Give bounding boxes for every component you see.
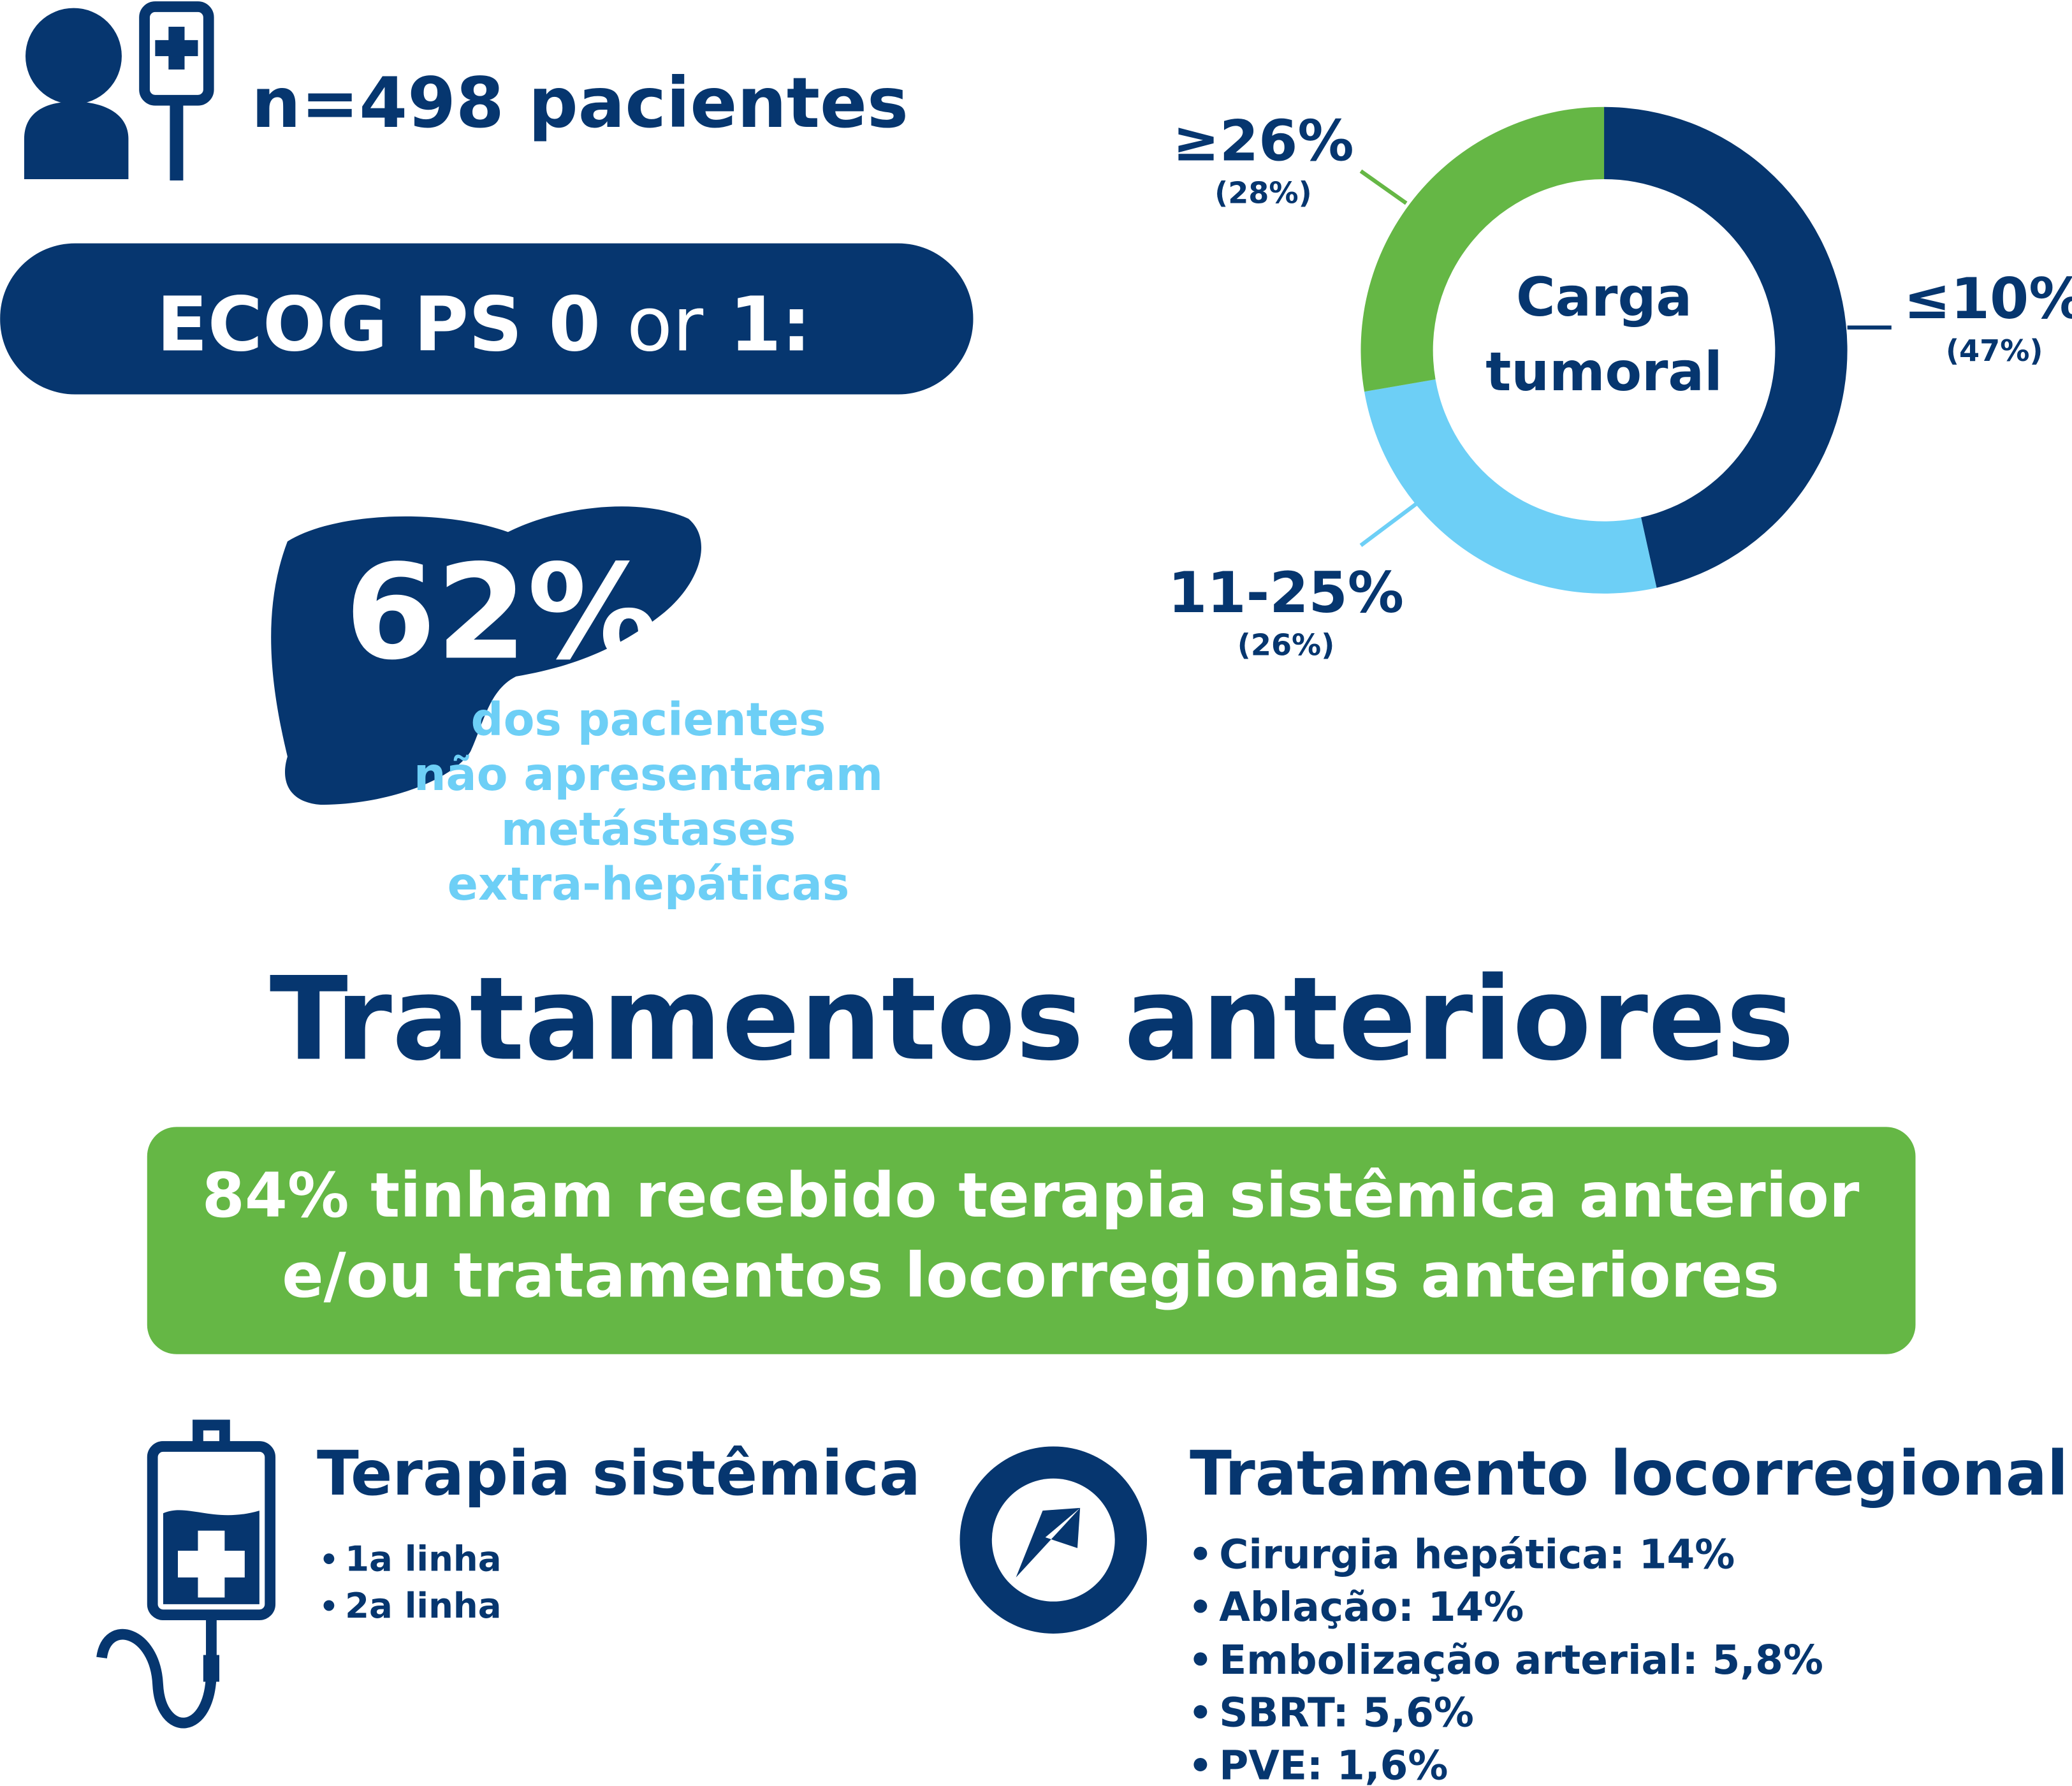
section-title: Tratamentos anteriores [270,952,1795,1086]
list-item: SBRT: 5,6% [1219,1690,1474,1736]
value-label: (47%) [1946,333,2043,368]
patients-count: n=498 pacientes [251,62,908,143]
donut-segment [1364,379,1657,594]
ecog-part: or [627,281,704,368]
caption-line: não apresentaram [414,748,883,801]
leader-line [1359,499,1421,547]
ecog-part: ECOG PS 0 [157,281,601,368]
highlight-line: e/ou tratamentos locorregionais anterior… [282,1240,1779,1312]
caption-line: metástases [501,803,796,856]
caption-line: extra-hepáticas [448,858,850,911]
bullet [1193,1652,1207,1666]
iv-icon [96,1419,276,1729]
donut-center-label: Carga [1516,266,1692,328]
value-label: (26%) [1237,627,1335,662]
systemic-list: 1a linha 2a linha [323,1538,502,1626]
list-item: 2a linha [345,1585,501,1626]
caption-line: dos pacientes [471,693,826,746]
bullet [323,1553,335,1564]
list-item: Embolização arterial: 5,8% [1219,1637,1823,1683]
value-label: (28%) [1215,176,1312,210]
category-label: ≤10% [1904,266,2072,332]
leader-line [1359,169,1408,205]
locoregional-title: Tratamento locorregional [1190,1437,2068,1509]
donut-segment [1361,106,1605,392]
list-item: Cirurgia hepática: 14% [1219,1531,1735,1577]
bullet [1193,1599,1207,1613]
liver-shape [271,506,702,805]
bullet [323,1600,335,1611]
donut-chart: Carga tumoral ≤10%(47%) 11-25%(26%) ≥26%(28%… [1168,106,2072,662]
list-item: Ablação: 14% [1219,1584,1524,1630]
ecog-text: ECOG PS 0 or 1: [157,281,812,368]
category-label: 11-25% [1168,560,1404,626]
donut-center-label: tumoral [1485,340,1722,403]
highlight-text: 84% tinham recebido terapia sistêmica an… [202,1159,1860,1312]
bullet [1193,1757,1207,1771]
ecog-pill [0,243,974,395]
bullet [1193,1705,1207,1719]
donut-segment [1604,106,1848,588]
highlight-line: 84% tinham recebido terapia sistêmica an… [202,1159,1860,1231]
target-arrow [1016,1507,1081,1577]
liver-stat: 62% [345,537,659,689]
category-label: ≥26% [1172,108,1354,174]
systemic-title: Terapia sistêmica [317,1437,921,1509]
iv-cross [178,1551,245,1577]
patient-icon [24,1,214,181]
list-item: PVE: 1,6% [1219,1743,1448,1786]
locoregional-list: Cirurgia hepática: 14% Ablação: 14% Emboli… [1193,1531,1823,1786]
list-item: 1a linha [345,1538,501,1579]
ecog-part: 1: [729,281,812,368]
bullet [1193,1546,1207,1560]
highlight-box [147,1127,1916,1354]
